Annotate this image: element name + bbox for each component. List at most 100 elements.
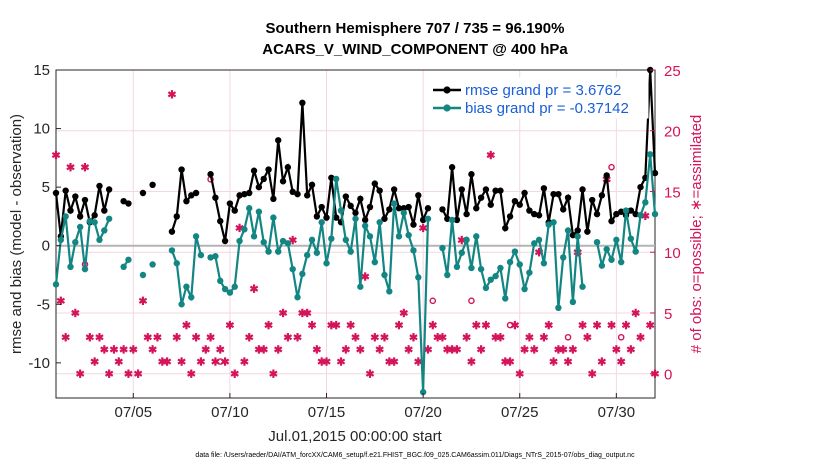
rmse-point: [221, 237, 229, 245]
obs-assimilated-marker: [554, 345, 563, 354]
bias-point: [448, 216, 456, 224]
obs-assimilated-marker: [138, 296, 148, 306]
obs-assimilated-marker: [259, 345, 268, 354]
bias-point: [555, 304, 562, 311]
bias-point: [81, 265, 89, 273]
obs-assimilated-marker: [249, 284, 259, 293]
rmse-point: [444, 215, 451, 222]
rmse-point: [516, 201, 523, 208]
bias-point: [265, 248, 272, 255]
obs-assimilated-marker: [225, 320, 235, 330]
legend: rmse grand pr = 3.6762 bias grand pr = -…: [429, 77, 649, 119]
obs-assimilated-marker: [216, 345, 225, 354]
rmse-point: [275, 137, 282, 144]
bias-point: [192, 233, 200, 240]
rmse-point: [453, 216, 461, 224]
bias-point: [173, 260, 180, 267]
rmse-point: [125, 200, 132, 207]
bias-point: [550, 219, 557, 226]
obs-assimilated-marker: [549, 357, 558, 366]
x-tick-label: 07/30: [598, 404, 636, 421]
obs-assimilated-marker: [254, 345, 264, 354]
bias-point: [371, 258, 379, 266]
obs-assimilated-marker: [385, 357, 394, 366]
bias-point: [381, 271, 388, 279]
rmse-point: [468, 171, 475, 178]
rmse-point: [410, 221, 417, 228]
rmse-point: [574, 227, 581, 234]
rmse-point: [188, 192, 195, 199]
bias-point: [579, 283, 586, 290]
rmse-point: [246, 189, 253, 197]
obs-assimilated-marker: [196, 357, 206, 366]
bias-point: [197, 251, 205, 259]
bias-point: [299, 270, 306, 278]
bias-point: [347, 248, 354, 255]
bias-point: [502, 295, 509, 302]
grid-layer: [56, 69, 655, 398]
rmse-point: [183, 198, 190, 205]
obs-assimilated-marker: [66, 162, 75, 172]
rmse-point: [526, 207, 533, 214]
rmse-point: [395, 205, 403, 212]
y-tick-label-right: 5: [664, 306, 672, 323]
bias-point: [569, 298, 577, 306]
obs-assimilated-marker: [356, 345, 365, 354]
bias-point: [284, 240, 292, 247]
obs-assimilated-marker: [525, 333, 534, 342]
y-axis-label-left: rmse and bias (model - observation): [8, 114, 25, 354]
obs-assimilated-marker: [607, 320, 616, 330]
rmse-point: [511, 198, 519, 205]
rmse-point: [386, 206, 393, 213]
bias-point: [395, 233, 403, 240]
obs-assimilated-marker: [621, 320, 631, 330]
obs-assimilated-marker: [240, 357, 249, 366]
rmse-point: [289, 188, 296, 196]
obs-assimilated-marker: [501, 357, 510, 366]
obs-possible-marker: [468, 297, 475, 305]
bias-point: [332, 175, 340, 183]
obs-assimilated-marker: [167, 90, 177, 99]
bias-point: [651, 210, 659, 218]
rmse-point: [415, 192, 422, 199]
obs-assimilated-marker: [481, 320, 491, 330]
y-tick-label-left: -10: [28, 355, 50, 372]
x-tick-label: 07/20: [404, 404, 442, 421]
bias-point: [608, 256, 615, 263]
bias-point: [545, 221, 552, 228]
rmse-point: [502, 224, 509, 232]
bias-point: [627, 235, 635, 242]
bias-point: [67, 263, 74, 270]
obs-assimilated-marker: [172, 333, 181, 342]
y-tick-label-left: -5: [37, 296, 50, 313]
obs-assimilated-marker: [389, 357, 399, 366]
rmse-point: [231, 207, 238, 214]
obs-assimilated-marker: [496, 333, 505, 342]
bias-point: [57, 236, 65, 244]
bias-point: [492, 272, 499, 280]
obs-assimilated-marker: [559, 345, 568, 354]
bias-point: [72, 239, 79, 246]
y-tick-label-left: 0: [42, 238, 50, 255]
bias-point: [540, 260, 548, 267]
obs-possible-marker: [216, 358, 224, 365]
bias-point: [323, 260, 330, 267]
bias-point: [352, 215, 359, 222]
bias-point: [294, 294, 301, 301]
bias-point: [52, 281, 60, 288]
obs-assimilated-marker: [636, 333, 645, 342]
obs-assimilated-marker: [433, 333, 442, 342]
y-tick-label-left: 5: [42, 179, 50, 196]
bias-point: [260, 239, 267, 246]
bias-point: [231, 283, 238, 290]
rmse-point: [207, 171, 214, 178]
bias-point: [453, 263, 461, 270]
rmse-point: [482, 186, 490, 193]
obs-assimilated-marker: [597, 357, 607, 366]
obs-assimilated-marker: [394, 320, 404, 330]
obs-assimilated-marker: [153, 333, 162, 342]
rmse-point: [139, 189, 147, 197]
rmse-point: [173, 213, 180, 220]
chart-subtitle: ACARS_V_WIND_COMPONENT @ 400 hPa: [262, 41, 568, 58]
obs-assimilated-marker: [588, 369, 597, 378]
